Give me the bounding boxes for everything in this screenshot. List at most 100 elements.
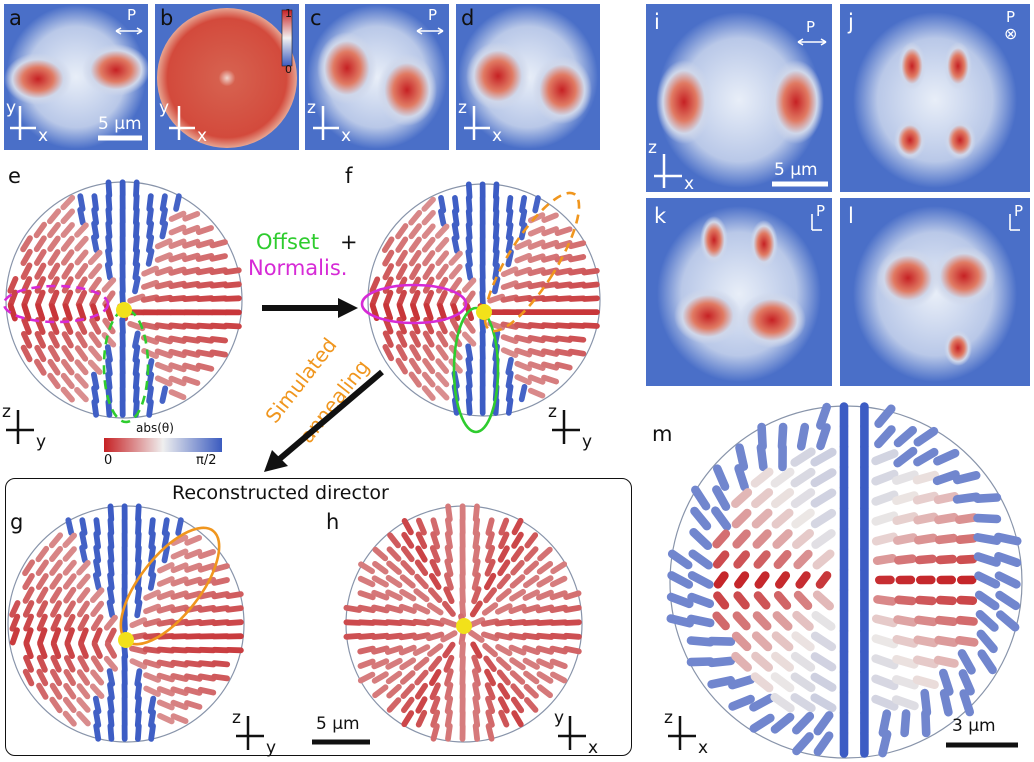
director-rod (540, 348, 560, 357)
director-rod (343, 633, 363, 640)
director-rod (107, 517, 115, 536)
director-rod (61, 249, 75, 266)
director-rod (20, 344, 33, 363)
director-rod (426, 602, 444, 616)
director-rod (563, 645, 582, 655)
axis-x-d: x (492, 126, 503, 146)
director-rod (87, 249, 103, 266)
director-rod (510, 683, 525, 700)
director-rod (793, 549, 813, 570)
director-rod (181, 322, 201, 330)
annotation-offset: Offset (256, 230, 320, 254)
director-rod (428, 573, 442, 590)
director-rod (429, 559, 441, 577)
director-rod (184, 562, 203, 573)
director-rod (107, 695, 115, 715)
director-rod (182, 362, 201, 372)
director-rod (63, 655, 76, 673)
director-rod (757, 422, 767, 451)
panel-j-image (840, 4, 1030, 192)
director-rod (105, 193, 113, 213)
director-rod (91, 385, 100, 405)
director-rod (132, 385, 140, 405)
director-rod (142, 646, 162, 654)
director-rod (147, 695, 157, 715)
director-rod (395, 357, 408, 375)
director-rod (793, 590, 813, 611)
director-rod (93, 558, 102, 578)
director-rod (873, 595, 897, 606)
director-rod (581, 295, 600, 302)
panel-k-image (646, 198, 832, 386)
director-rod (371, 645, 390, 655)
director-rod (173, 193, 182, 212)
director-rod (49, 586, 63, 604)
director-rod (197, 660, 217, 668)
director-rod (48, 289, 60, 308)
director-rod (370, 604, 390, 614)
director-rod (444, 544, 454, 564)
director-rod (384, 645, 404, 655)
director-rod (134, 585, 143, 605)
director-rod (540, 295, 560, 303)
director-rod (451, 397, 460, 416)
director-rod (225, 591, 244, 600)
director-rod (105, 371, 113, 391)
director-rod (91, 398, 99, 418)
director-rod (343, 604, 363, 613)
director-rod (195, 349, 215, 358)
director-rod (209, 295, 229, 302)
director-rod (74, 359, 89, 376)
director-rod (428, 655, 443, 672)
director-rod (973, 532, 1002, 546)
director-rod (522, 589, 540, 601)
director-rod (161, 517, 170, 536)
director-rod (812, 549, 835, 570)
director-rod (892, 634, 919, 648)
director-rod (912, 675, 939, 690)
director-rod (770, 467, 795, 488)
director-rod (134, 668, 143, 687)
director-rod (563, 590, 582, 600)
axis-x-a: x (38, 126, 49, 146)
director-rod (792, 610, 814, 631)
director-rod (423, 303, 434, 322)
director-rod (435, 358, 450, 374)
director-rod (211, 605, 231, 613)
director-rod (170, 562, 189, 574)
director-rod (401, 518, 414, 536)
director-rod (47, 358, 61, 376)
director-rod (554, 335, 573, 343)
director-rod (492, 181, 500, 200)
director-rod (554, 281, 573, 289)
colorbar-top-max: 1 (285, 7, 292, 20)
director-rod (88, 276, 102, 294)
director-rod (973, 552, 1001, 567)
panel-label-g: g (10, 510, 24, 534)
director-rod (23, 641, 34, 660)
director-rod (412, 632, 431, 641)
axis-x-b: x (197, 126, 208, 146)
director-rod (497, 682, 511, 700)
director-rod (567, 322, 587, 329)
director-rod (750, 467, 774, 488)
director-rod (386, 560, 402, 575)
director-rod (554, 295, 573, 302)
annotation-plus: + (340, 230, 358, 254)
director-rod (871, 469, 899, 486)
director-rod (395, 236, 409, 253)
axis-y-h: y (554, 708, 565, 728)
director-rod (449, 317, 462, 335)
director-rod (487, 293, 506, 304)
director-rod (686, 614, 715, 628)
director-rod (439, 617, 458, 628)
director-rod (536, 575, 554, 588)
director-rod (465, 370, 473, 389)
director-rod (209, 322, 229, 330)
director-rod (183, 673, 203, 682)
director-rod (892, 654, 919, 669)
director-rod (495, 656, 512, 671)
director-rod (459, 599, 467, 619)
director-rod (686, 657, 715, 667)
director-rod (358, 561, 376, 575)
